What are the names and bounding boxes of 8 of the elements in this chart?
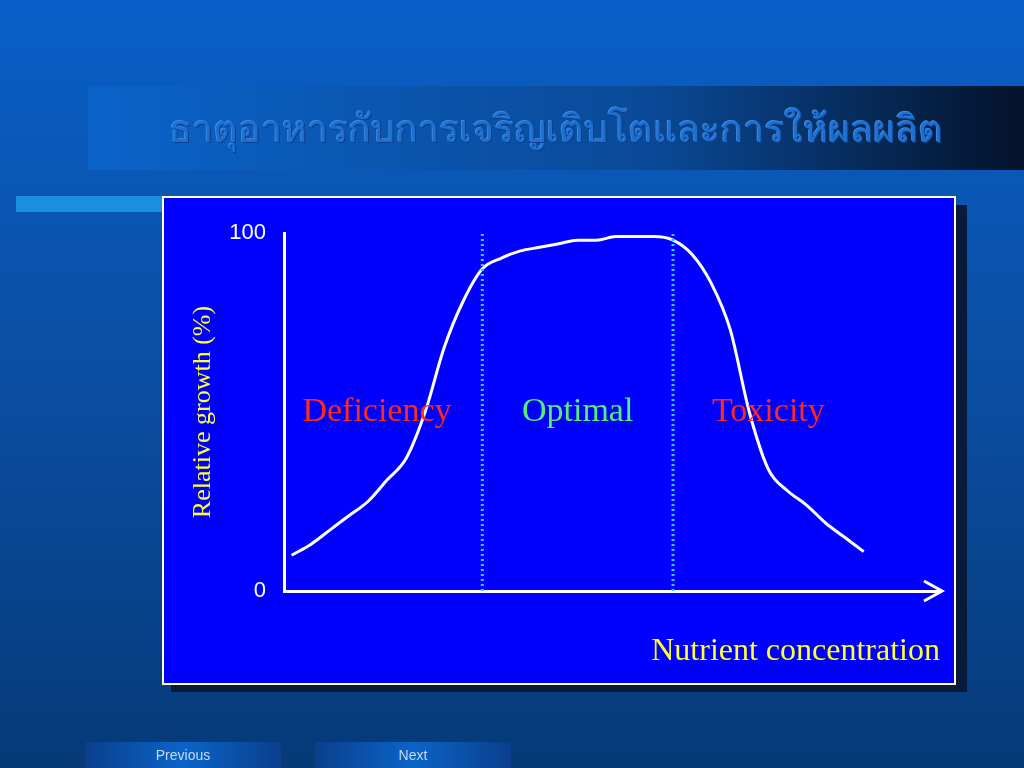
line-series (290, 235, 866, 557)
text: Previous (85, 742, 281, 768)
annotation: Optimal (521, 390, 634, 428)
y-tick-label: 100 (229, 219, 266, 245)
y-tick-label: 0 (253, 577, 266, 603)
text: Next (315, 742, 511, 768)
x-axis-title: Nutrient concentration (651, 631, 940, 668)
y-axis-title: Relative growth (%) (187, 305, 217, 519)
